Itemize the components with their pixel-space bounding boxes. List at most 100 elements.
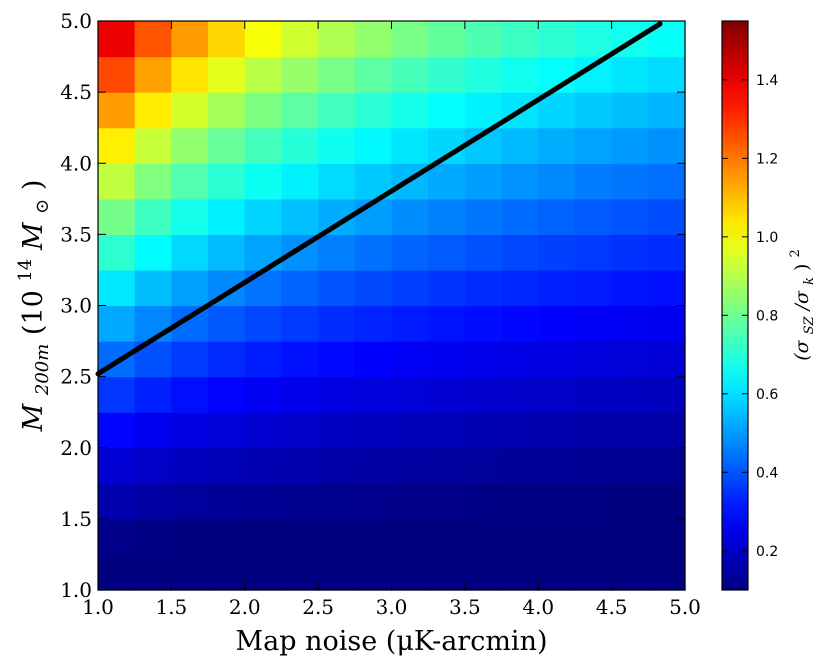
heatmap-cell: [134, 234, 172, 271]
heatmap-cell: [208, 92, 246, 129]
heatmap-cell: [428, 341, 466, 378]
heatmap-cell: [538, 376, 576, 413]
heatmap-cell: [171, 21, 209, 58]
heatmap-cell: [648, 56, 686, 93]
heatmap-cell: [354, 234, 393, 271]
heatmap-cell: [208, 483, 246, 520]
y-tick-label: 2.5: [60, 365, 92, 389]
heatmap-cell: [501, 269, 539, 307]
heatmap-cell: [611, 305, 649, 342]
heatmap-cell: [244, 412, 283, 449]
heatmap-cell: [318, 269, 356, 307]
heatmap-cell: [171, 412, 209, 449]
heatmap-cell: [648, 447, 686, 484]
x-tick-label: 4.0: [522, 595, 554, 619]
heatmap-cell: [208, 341, 246, 378]
heatmap-cell: [574, 21, 613, 58]
heatmap-cell: [134, 305, 172, 342]
heatmap-cell: [464, 234, 503, 271]
y-tick-label: 1.0: [60, 578, 92, 602]
heatmap-cell: [134, 483, 172, 520]
heatmap-cell: [318, 234, 356, 271]
cb-label-sigma-k: /σ: [791, 290, 813, 312]
heatmap-cell: [208, 163, 246, 200]
heatmap-cell: [391, 92, 429, 129]
heatmap-cell: [501, 305, 539, 342]
heatmap-cell: [574, 483, 613, 520]
heatmap-cell: [281, 341, 319, 378]
heatmap-cell: [171, 127, 209, 164]
heatmap-cell: [281, 412, 319, 449]
heatmap-cell: [171, 376, 209, 413]
heatmap-cell: [648, 305, 686, 342]
heatmap-cell: [318, 554, 356, 591]
x-tick-label: 1.0: [82, 595, 114, 619]
heatmap-cell: [171, 56, 209, 93]
heatmap-cell: [428, 198, 466, 235]
heatmap-cell: [208, 305, 246, 342]
heatmap-cell: [98, 92, 136, 129]
heatmap-cell: [501, 554, 539, 591]
heatmap-cell: [391, 554, 429, 591]
heatmap-cell: [391, 412, 429, 449]
heatmap-cell: [134, 163, 172, 200]
heatmap-cell: [464, 198, 503, 235]
heatmap-cell: [318, 341, 356, 378]
heatmap-cell: [171, 483, 209, 520]
heatmap-cell: [501, 412, 539, 449]
y-tick-label: 1.5: [60, 507, 92, 531]
heatmap-cell: [171, 269, 209, 307]
heatmap-cell: [391, 234, 429, 271]
heatmap-cell: [428, 376, 466, 413]
heatmap-cell: [354, 305, 393, 342]
heatmap-cell: [391, 518, 429, 556]
heatmap-cell: [134, 376, 172, 413]
heatmap-cell: [318, 305, 356, 342]
heatmap-cell: [281, 269, 319, 307]
heatmap-cell: [208, 447, 246, 484]
heatmap-cell: [648, 234, 686, 271]
heatmap-cell: [428, 163, 466, 200]
heatmap-cell: [501, 56, 539, 93]
heatmap-cell: [464, 163, 503, 200]
heatmap-cell: [354, 376, 393, 413]
heatmap-cell: [244, 56, 283, 93]
heatmap-cell: [354, 341, 393, 378]
heatmap-cell: [611, 412, 649, 449]
colorbar: [721, 20, 749, 591]
x-tick-label: 2.5: [302, 595, 334, 619]
heatmap-cell: [611, 269, 649, 307]
heatmap-cell: [281, 447, 319, 484]
heatmap-cell: [611, 234, 649, 271]
heatmap-cell: [98, 234, 136, 271]
heatmap-cell: [171, 92, 209, 129]
heatmap-cell: [501, 447, 539, 484]
heatmap-cell: [98, 412, 136, 449]
y-label-units-open: (10: [18, 290, 49, 335]
heatmap-cell: [428, 92, 466, 129]
heatmap-cell: [281, 21, 319, 58]
heatmap-cell: [574, 341, 613, 378]
heatmap-cell: [464, 305, 503, 342]
heatmap-cell: [244, 92, 283, 129]
heatmap-cell: [208, 518, 246, 556]
heatmap-cell: [281, 198, 319, 235]
heatmap-cell: [318, 412, 356, 449]
heatmap-cell: [648, 376, 686, 413]
heatmap-cell: [648, 198, 686, 235]
heatmap-cell: [428, 305, 466, 342]
heatmap-cell: [134, 412, 172, 449]
heatmap-cell: [171, 518, 209, 556]
heatmap-cell: [428, 412, 466, 449]
y-tick-label: 4.0: [60, 151, 92, 175]
y-label-solar-mass: M: [18, 221, 49, 251]
heatmap-cell: [318, 21, 356, 58]
colorbar-tick-label: 0.8: [756, 308, 778, 324]
heatmap-cell: [318, 447, 356, 484]
heatmap-cell: [244, 341, 283, 378]
heatmap-cell: [391, 127, 429, 164]
heatmap-cell: [574, 554, 613, 591]
heatmap-cell: [538, 447, 576, 484]
heatmap-cell: [318, 163, 356, 200]
